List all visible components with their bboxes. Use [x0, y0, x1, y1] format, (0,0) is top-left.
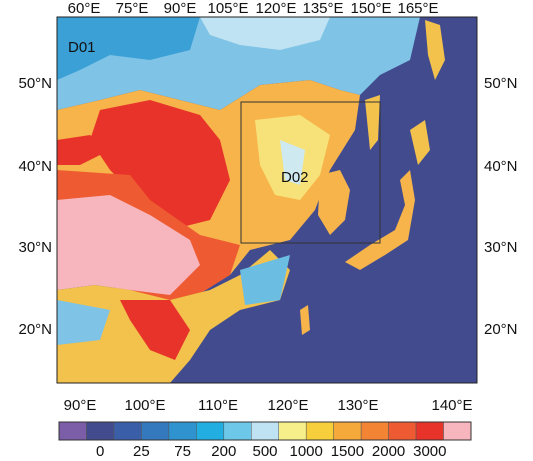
colorbar-label: 0: [96, 443, 104, 460]
right-tick-label: 30°N: [484, 239, 518, 256]
colorbar-swatch: [223, 421, 252, 441]
top-tick-label: 150°E: [350, 0, 391, 17]
right-tick-label: 20°N: [484, 321, 518, 338]
colorbar-swatch: [278, 421, 307, 441]
colorbar-swatch: [58, 421, 87, 441]
colorbar-swatch: [305, 421, 334, 441]
land-highland: [57, 135, 110, 165]
colorbar-label: 75: [174, 443, 191, 460]
left-tick-label: 20°N: [18, 321, 52, 338]
right-tick-label: 40°N: [484, 158, 518, 175]
colorbar-label: 3000: [413, 443, 446, 460]
colorbar: 0 25 75 200 500 1000 1500 2000 3000: [58, 421, 472, 460]
colorbar-label: 200: [211, 443, 236, 460]
bottom-tick-label: 130°E: [337, 397, 378, 414]
bottom-tick-label: 120°E: [267, 397, 308, 414]
land-plateau: [57, 195, 200, 295]
colorbar-swatch: [415, 421, 444, 441]
colorbar-label: 1000: [290, 443, 323, 460]
colorbar-swatch: [196, 421, 225, 441]
left-tick-label: 40°N: [18, 158, 52, 175]
top-tick-label: 120°E: [255, 0, 296, 17]
land-japan: [410, 120, 430, 165]
top-tick-label: 135°E: [302, 0, 343, 17]
top-tick-label: 105°E: [207, 0, 248, 17]
top-tick-label: 165°E: [397, 0, 438, 17]
land-kamchatka: [425, 20, 445, 80]
terrain-map: [57, 17, 477, 383]
land-korea: [318, 170, 350, 235]
land-taiwan: [300, 305, 310, 335]
land-highland: [120, 300, 190, 360]
land-lowland: [200, 17, 330, 50]
colorbar-label: 25: [133, 443, 150, 460]
colorbar-label: 1500: [331, 443, 364, 460]
colorbar-swatch: [443, 421, 472, 441]
land-sakhalin: [365, 95, 380, 150]
bottom-tick-label: 140°E: [431, 397, 472, 414]
colorbar-swatch: [168, 421, 197, 441]
colorbar-swatch: [388, 421, 417, 441]
land-lowland: [57, 300, 110, 345]
bottom-tick-label: 110°E: [198, 397, 238, 414]
domain-label: D02: [281, 169, 309, 186]
colorbar-label: 2000: [372, 443, 405, 460]
land-japan: [345, 170, 415, 270]
bottom-tick-label: 100°E: [124, 397, 165, 414]
colorbar-swatch: [251, 421, 279, 441]
colorbar-label: 500: [252, 443, 277, 460]
top-tick-label: 90°E: [164, 0, 197, 17]
colorbar-swatch: [86, 421, 115, 441]
colorbar-swatch: [360, 421, 389, 441]
colorbar-frame: [58, 421, 472, 441]
bottom-tick-label: 90°E: [64, 397, 97, 414]
colorbar-swatch: [333, 421, 362, 441]
domain-label: D01: [68, 39, 96, 56]
top-tick-label: 75°E: [116, 0, 149, 17]
colorbar-swatch: [141, 421, 170, 441]
land-lowland: [240, 255, 290, 305]
left-tick-label: 30°N: [18, 239, 52, 256]
map-frame: [56, 16, 478, 384]
left-tick-label: 50°N: [18, 75, 52, 92]
domain-d02-box: [240, 101, 381, 244]
top-tick-label: 60°E: [68, 0, 101, 17]
land-highland: [90, 100, 230, 230]
right-tick-label: 50°N: [484, 75, 518, 92]
land-lowland: [57, 17, 200, 80]
colorbar-swatch: [113, 421, 142, 441]
axis-labels: 60°E 75°E 90°E 105°E 120°E 135°E 150°E 165°E 90°…: [18, 0, 517, 414]
land-plain: [280, 140, 305, 185]
